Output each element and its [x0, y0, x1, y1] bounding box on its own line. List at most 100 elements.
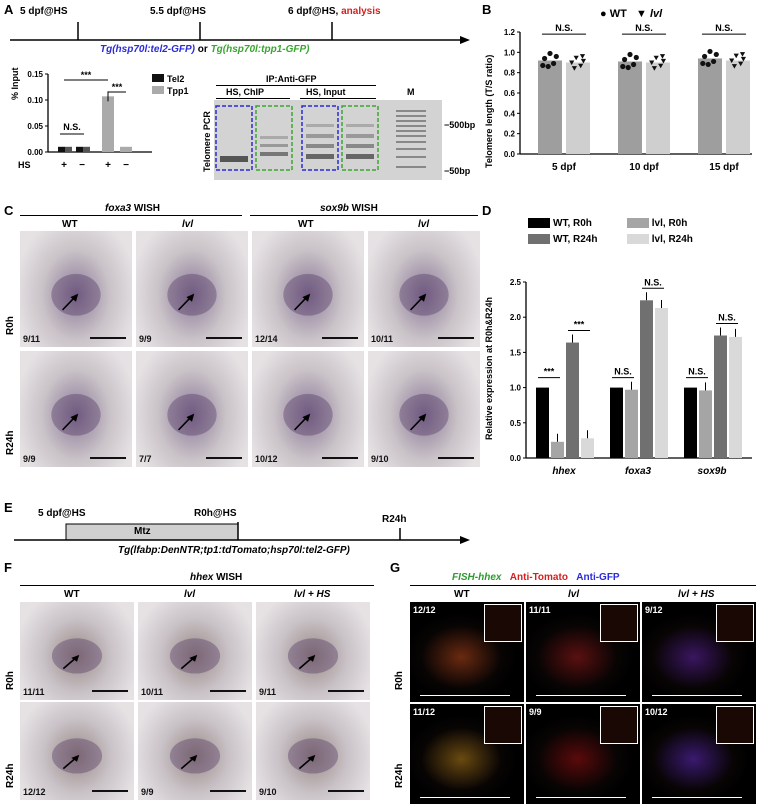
gel-size-top: −500bp: [444, 120, 476, 130]
b-ytick-label-2: 0.4: [504, 109, 516, 118]
b-point-lvl-2-0: [733, 53, 739, 59]
c-col-2: lvl: [182, 219, 194, 230]
d-sig-label-b-2: N.S.: [718, 313, 736, 323]
b-bar-lvl-2: [726, 60, 750, 154]
b-point-lvl-0-1: [578, 63, 584, 69]
c-row-2: R24h: [5, 430, 16, 455]
g-image-4: 11/12: [410, 704, 524, 804]
a-bar-tpp1-3: [120, 146, 132, 152]
c-count-6: 7/7: [139, 454, 152, 464]
d-bar-0-0: [536, 387, 549, 458]
b-point-wt-1-2: [625, 64, 631, 71]
panel-e-letter: E: [4, 500, 13, 515]
c-col-3: WT: [298, 219, 314, 230]
panel-f-letter: F: [4, 560, 12, 575]
g-col-3: lvl + HS: [678, 589, 715, 600]
b-point-wt-1-4: [627, 51, 633, 58]
panel-b-letter: B: [482, 2, 492, 17]
b-point-lvl-1-4: [649, 60, 655, 66]
d-sig-label-a-1: N.S.: [614, 367, 632, 377]
b-point-lvl-0-0: [573, 55, 579, 61]
a-bar-tel2-0: [58, 146, 65, 152]
d-bar-1-3: [655, 308, 668, 458]
c-col-1: WT: [62, 219, 78, 230]
b-ns-label-1: N.S.: [635, 23, 653, 33]
b-ytick-label-5: 1.0: [504, 48, 516, 57]
b-bar-lvl-1: [646, 62, 670, 154]
d-ytick-label-3: 1.5: [510, 348, 522, 357]
b-xtick-label-0: 5 dpf: [552, 162, 577, 173]
g-inset-4: [484, 706, 522, 744]
c-image-3: 12/14: [252, 231, 364, 347]
f-col-1: WT: [64, 589, 80, 600]
gel-ylabel: Telomere PCR: [202, 111, 212, 172]
b-point-lvl-0-3: [571, 66, 577, 71]
b-ytick-label-1: 0.2: [504, 130, 516, 139]
b-point-wt-1-5: [620, 63, 626, 70]
gel-col1: HS, ChIP: [226, 87, 265, 97]
b-point-wt-2-0: [702, 53, 708, 60]
b-bar-wt-2: [698, 58, 722, 154]
g-scale-bar-2: [536, 695, 626, 696]
g-image-1: 12/12: [410, 602, 524, 702]
e-t2: R0h@HS: [194, 508, 237, 519]
gel-col2: HS, Input: [306, 87, 346, 97]
b-point-wt-2-3: [713, 51, 719, 58]
f-scale-bar-6: [328, 790, 364, 792]
c-scale-bar-3: [322, 337, 358, 339]
c-scale-bar-6: [206, 457, 242, 459]
b-ns-label-0: N.S.: [555, 23, 573, 33]
a-sig-label-2: ***: [112, 82, 123, 92]
e-t1: 5 dpf@HS: [38, 508, 86, 519]
a-hs-sign-0: +: [61, 160, 67, 171]
g-scale-bar-1: [420, 695, 510, 696]
b-bar-wt-0: [538, 60, 562, 154]
g-count-3: 9/12: [645, 605, 663, 615]
c-image-2: 9/9: [136, 231, 248, 347]
c-image-7: 10/12: [252, 351, 364, 467]
a-hs-sign-2: +: [105, 160, 111, 171]
d-sig-label-b-0: ***: [574, 320, 585, 330]
f-row-2: R24h: [5, 763, 16, 788]
g-image-3: 9/12: [642, 602, 756, 702]
g-image-2: 11/11: [526, 602, 640, 702]
d-sig-label-a-0: ***: [544, 367, 555, 377]
f-count-1: 11/11: [23, 687, 45, 697]
panel-g-letter: G: [390, 560, 401, 575]
d-legend: WT, R0h lvl, R0h WT, R24h lvl, R24h: [528, 218, 693, 245]
c-scale-bar-2: [206, 337, 242, 339]
gel-header: IP:Anti-GFP: [266, 74, 317, 84]
d-bar-0-3: [581, 438, 594, 458]
a-bar-tpp1-0: [65, 146, 72, 152]
b-ytick-label-6: 1.2: [504, 28, 516, 37]
b-ytick-label-3: 0.6: [504, 89, 516, 98]
b-point-wt-1-0: [622, 56, 628, 63]
panel-c-letter: C: [4, 203, 14, 218]
a-hs-sign-3: −: [123, 160, 129, 171]
b-point-lvl-1-2: [660, 58, 666, 64]
d-ytick-label-2: 1.0: [510, 384, 522, 393]
a-ytick-label-2: 0.10: [27, 96, 43, 105]
g-inset-5: [600, 706, 638, 744]
chart-a-percent-input: 0.00 0.05 0.10 0.15 *** *** N.S. HS + − + −: [18, 70, 152, 171]
b-point-wt-0-5: [540, 62, 546, 69]
timeline-a-arrow: [10, 22, 470, 44]
f-count-5: 9/9: [141, 787, 154, 797]
f-scale-bar-2: [210, 690, 246, 692]
f-count-4: 12/12: [23, 787, 46, 797]
b-ytick-label-0: 0.0: [504, 150, 516, 159]
b-point-lvl-1-5: [659, 54, 666, 59]
g-scale-bar-4: [420, 797, 510, 798]
c-count-3: 12/14: [255, 334, 278, 344]
b-bar-lvl-0: [566, 62, 590, 154]
g-count-1: 12/12: [413, 605, 436, 615]
b-xtick-label-2: 15 dpf: [709, 162, 739, 173]
f-title: hhex WISH: [190, 572, 243, 583]
f-image-1: 11/11: [20, 602, 134, 700]
b-point-wt-2-1: [711, 58, 717, 65]
g-image-5: 9/9: [526, 704, 640, 804]
d-bar-1-0: [610, 387, 623, 458]
g-image-6: 10/12: [642, 704, 756, 804]
timeline-a-t3: 6 dpf@HS, analysis: [288, 6, 381, 17]
f-image-4: 12/12: [20, 702, 134, 800]
